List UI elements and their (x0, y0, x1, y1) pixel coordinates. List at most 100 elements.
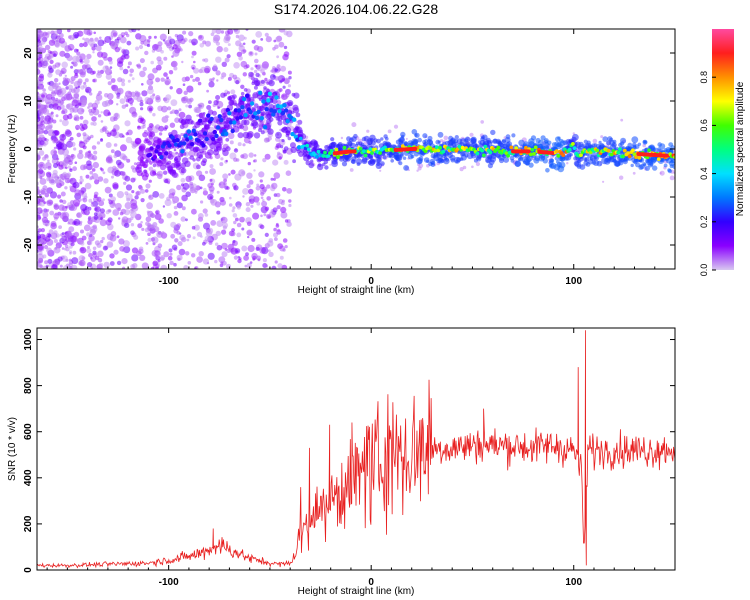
noise-dot (221, 242, 228, 250)
ridge-halo (310, 159, 314, 163)
ridge-core (579, 153, 583, 158)
noise-dot (135, 46, 140, 51)
noise-dot (168, 70, 174, 75)
noise-dot (191, 208, 197, 215)
noise-dot (79, 123, 84, 127)
noise-dot (37, 233, 42, 239)
ridge-core (282, 103, 287, 108)
ridge-halo (145, 157, 152, 163)
noise-dot (79, 42, 84, 48)
ridge-halo (168, 151, 173, 155)
noise-dot (264, 153, 271, 160)
noise-dot (39, 178, 47, 185)
noise-dot (49, 210, 55, 216)
noise-dot (156, 231, 163, 238)
noise-dot (49, 51, 53, 54)
noise-dot (108, 193, 113, 198)
ridge-halo (227, 124, 233, 130)
noise-dot (39, 196, 45, 202)
ridge-halo (212, 110, 217, 116)
ridge-halo (281, 139, 285, 143)
ridge-halo (380, 161, 385, 166)
noise-dot (230, 169, 236, 175)
noise-dot (248, 179, 254, 185)
noise-dot (203, 58, 209, 63)
noise-dot (73, 93, 80, 99)
noise-dot (237, 142, 242, 147)
noise-dot (124, 191, 129, 196)
noise-dot (100, 217, 103, 221)
ridge-halo (528, 162, 534, 168)
noise-dot (103, 52, 108, 58)
ridge-core (621, 154, 625, 159)
noise-dot (67, 113, 73, 120)
noise-dot (216, 46, 223, 53)
noise-dot (62, 159, 68, 165)
noise-dot (92, 121, 97, 126)
noise-dot (38, 150, 45, 156)
ridge-core (292, 117, 297, 122)
ridge-halo (254, 79, 261, 87)
ridge-core (305, 143, 310, 148)
ridge-core (152, 155, 158, 160)
noise-dot (38, 60, 42, 64)
noise-dot (83, 81, 87, 85)
noise-dot (220, 30, 225, 34)
noise-dot (123, 209, 131, 216)
noise-dot (155, 95, 161, 101)
ridge-core (269, 108, 274, 113)
ridge-core (298, 136, 303, 141)
noise-dot (177, 38, 183, 44)
ridge-core (215, 125, 221, 130)
ridge-core (571, 142, 575, 146)
noise-dot (109, 261, 115, 266)
noise-dot (286, 221, 292, 227)
ridge-core (285, 119, 290, 124)
noise-dot (152, 191, 160, 198)
noise-dot (142, 66, 147, 72)
ridge-halo (259, 105, 266, 111)
ridge-core (567, 147, 572, 152)
ridge-core (323, 150, 327, 155)
ridge-halo (464, 136, 471, 143)
noise-dot (87, 245, 90, 249)
noise-dot (277, 228, 281, 232)
noise-dot (236, 204, 241, 209)
noise-dot (80, 229, 84, 234)
noise-dot (119, 66, 124, 71)
ridge-halo (243, 88, 248, 92)
noise-dot (61, 247, 65, 250)
noise-dot (47, 31, 51, 35)
noise-dot (52, 103, 59, 110)
ridge-halo (239, 124, 245, 130)
noise-dot (37, 125, 42, 130)
noise-dot (280, 65, 287, 72)
noise-dot (101, 127, 107, 132)
noise-dot (81, 97, 88, 104)
noise-dot (46, 247, 52, 254)
noise-dot (110, 84, 116, 90)
ridge-halo (525, 161, 530, 166)
noise-dot (212, 64, 218, 69)
noise-dot (70, 264, 78, 269)
noise-dot (147, 222, 152, 227)
noise-dot (351, 122, 357, 128)
noise-dot (266, 196, 272, 201)
noise-dot (93, 194, 98, 199)
noise-dot (129, 73, 133, 77)
noise-dot (251, 39, 256, 44)
ridge-core (228, 120, 234, 125)
ridge-core (245, 93, 250, 99)
ridge-core (647, 148, 651, 153)
noise-dot (181, 194, 188, 202)
noise-dot (72, 181, 80, 189)
noise-dot (171, 192, 176, 196)
colorbar-label: Normalized spectral amplitude (735, 81, 746, 216)
noise-dot (238, 34, 245, 42)
noise-dot (469, 132, 474, 137)
noise-dot (37, 30, 44, 38)
ridge-core (232, 120, 237, 125)
ridge-halo (243, 119, 250, 126)
noise-dot (99, 219, 107, 227)
ridge-halo (164, 178, 169, 184)
